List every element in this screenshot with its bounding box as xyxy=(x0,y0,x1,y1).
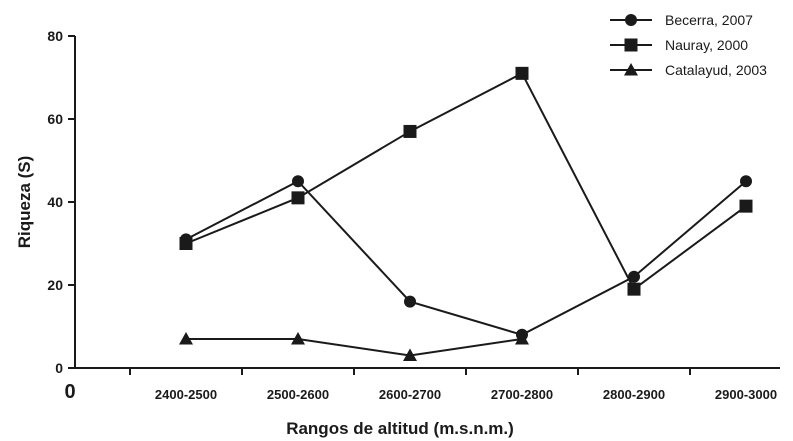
x-axis-title: Rangos de altitud (m.s.n.m.) xyxy=(286,419,514,438)
series-line-nauray-2000 xyxy=(185,72,747,291)
y-tick-label: 0 xyxy=(55,360,63,376)
legend-marker-icon xyxy=(624,38,638,52)
legend-label: Catalayud, 2003 xyxy=(665,62,767,78)
series-becerra-2007 xyxy=(180,175,752,341)
x-tick-label: 2600-2700 xyxy=(379,387,441,402)
data-point-nauray-2000 xyxy=(515,66,529,80)
series-line-catalayud-2003 xyxy=(186,337,523,357)
legend-item: Nauray, 2000 xyxy=(610,37,748,53)
data-point-nauray-2000 xyxy=(739,199,753,213)
data-point-catalayud-2003 xyxy=(179,331,193,345)
series-nauray-2000 xyxy=(179,66,753,296)
x-tick-label: 2900-3000 xyxy=(715,387,777,402)
legend-marker-icon xyxy=(625,14,637,26)
data-point-catalayud-2003 xyxy=(515,331,529,345)
x-tick-label: 2400-2500 xyxy=(155,387,217,402)
legend-item: Catalayud, 2003 xyxy=(610,62,767,78)
data-point-nauray-2000 xyxy=(627,282,641,296)
data-point-becerra-2007 xyxy=(404,295,416,308)
series-layer xyxy=(179,66,753,362)
x-tick-label: 2500-2600 xyxy=(267,387,329,402)
data-point-catalayud-2003 xyxy=(403,348,417,362)
x-tick-label: 2800-2900 xyxy=(603,387,665,402)
y-tick-label: 20 xyxy=(47,277,63,293)
data-point-becerra-2007 xyxy=(292,175,304,188)
y-tick-label: 80 xyxy=(47,28,63,44)
legend-label: Nauray, 2000 xyxy=(665,37,748,53)
data-point-becerra-2007 xyxy=(628,270,640,283)
x-ticks: 2400-2500 2500-2600 2600-2700 2700-2800 2800… xyxy=(129,368,777,402)
data-point-nauray-2000 xyxy=(291,191,305,205)
y-tick-label: 40 xyxy=(47,194,63,210)
axes xyxy=(74,36,780,369)
series-catalayud-2003 xyxy=(179,331,529,362)
legend-item: Becerra, 2007 xyxy=(610,12,753,28)
y-ticks: 0 20 40 60 80 xyxy=(47,28,75,376)
x-tick-label: 2700-2800 xyxy=(491,387,553,402)
y-tick-label: 60 xyxy=(47,111,63,127)
data-point-nauray-2000 xyxy=(403,124,417,138)
y-axis-title: Riqueza (S) xyxy=(15,156,34,249)
origin-label: 0 xyxy=(64,381,75,403)
legend-label: Becerra, 2007 xyxy=(665,12,753,28)
series-line-becerra-2007 xyxy=(185,180,747,336)
data-point-nauray-2000 xyxy=(179,237,193,250)
legend: Becerra, 2007 Nauray, 2000 Catalayud, 2003 xyxy=(610,12,767,78)
legend-marker-icon xyxy=(624,63,638,76)
data-point-becerra-2007 xyxy=(740,175,752,188)
data-point-catalayud-2003 xyxy=(291,331,305,345)
